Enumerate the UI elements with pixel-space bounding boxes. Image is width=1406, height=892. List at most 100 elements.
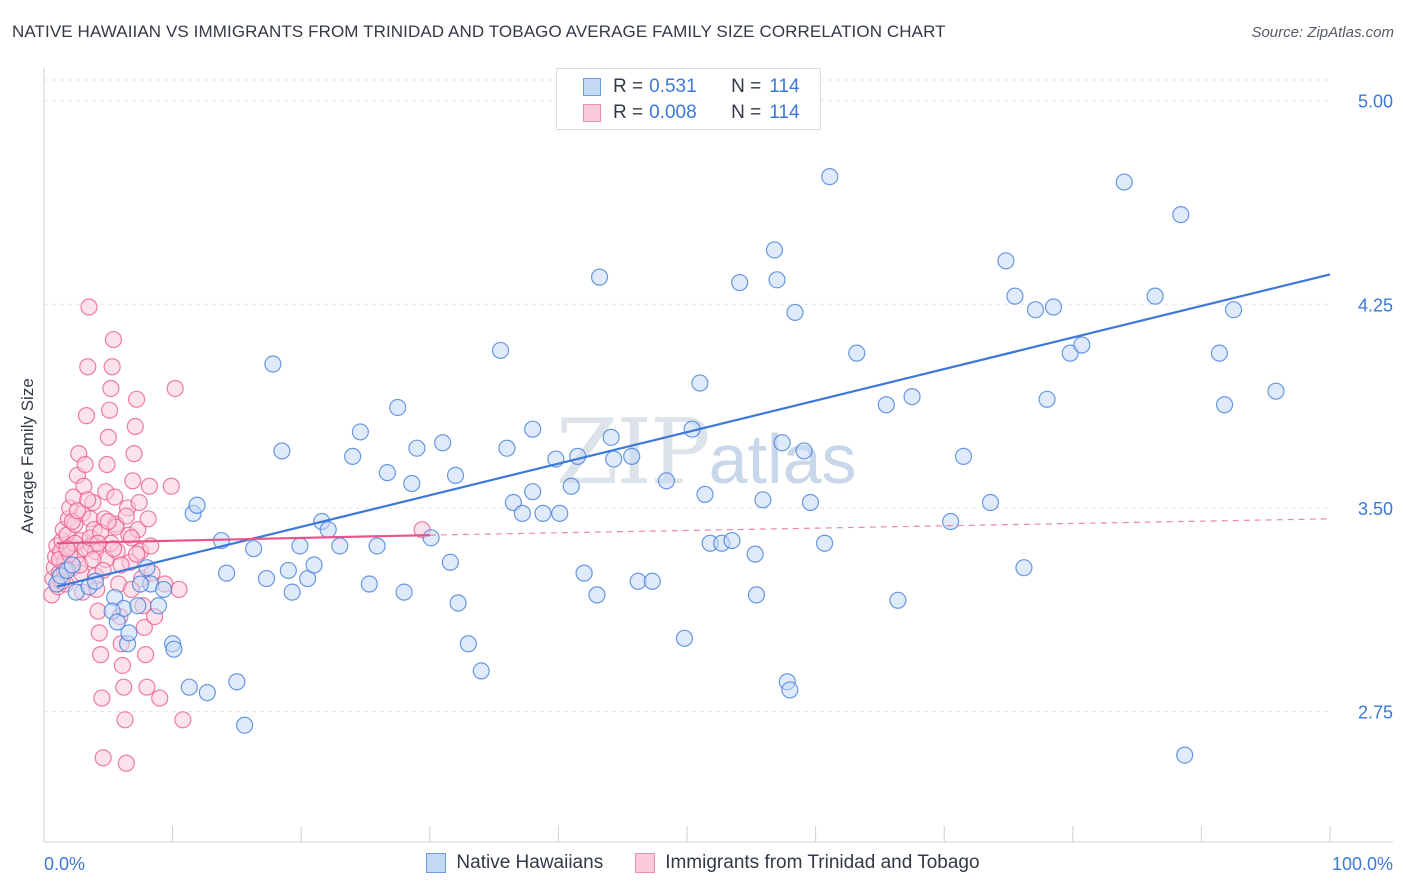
- point-native-hawaiians: [602, 428, 620, 446]
- legend-r-label: R =: [613, 76, 644, 97]
- point-native-hawaiians: [1176, 746, 1194, 764]
- point-trinidad-tobago: [68, 502, 87, 520]
- trend-line-native-hawaiians: [56, 273, 1331, 588]
- point-trinidad-tobago: [103, 358, 121, 376]
- point-trinidad-tobago: [124, 472, 142, 490]
- point-native-hawaiians: [305, 556, 323, 574]
- legend-n-label: N =: [731, 102, 762, 123]
- point-native-hawaiians: [942, 512, 960, 531]
- point-trinidad-tobago: [138, 678, 156, 696]
- point-trinidad-tobago: [115, 678, 133, 696]
- point-trinidad-tobago: [100, 401, 119, 419]
- point-native-hawaiians: [180, 678, 198, 696]
- legend-r-label: R =: [613, 102, 644, 123]
- point-native-hawaiians: [954, 447, 973, 465]
- point-native-hawaiians: [138, 559, 156, 577]
- point-trinidad-tobago: [104, 330, 123, 349]
- point-trinidad-tobago: [136, 646, 155, 664]
- point-native-hawaiians: [1146, 287, 1164, 305]
- point-native-hawaiians: [108, 613, 126, 631]
- point-native-hawaiians: [1038, 390, 1056, 408]
- point-native-hawaiians: [877, 396, 895, 414]
- point-native-hawaiians: [154, 580, 173, 599]
- trend-lines: [56, 273, 1331, 588]
- x-tick-label-max: 100.0%: [1332, 854, 1393, 874]
- series-swatch-native-hawaiians: [426, 853, 447, 873]
- point-native-hawaiians: [562, 477, 580, 495]
- point-native-hawaiians: [491, 341, 510, 360]
- legend-swatch-native-hawaiians: [583, 78, 601, 96]
- point-trinidad-tobago: [113, 656, 132, 675]
- point-native-hawaiians: [1215, 396, 1234, 414]
- axis-labels: 2.75 3.50 4.25 5.00 0.0% 100.0% Average Family…: [18, 92, 1393, 874]
- point-native-hawaiians: [524, 483, 542, 501]
- point-trinidad-tobago: [93, 689, 111, 707]
- point-trinidad-tobago: [76, 455, 94, 474]
- series-legend-native-hawaiians[interactable]: Native Hawaiians: [426, 852, 603, 874]
- point-native-hawaiians: [459, 635, 477, 653]
- point-native-hawaiians: [1006, 287, 1024, 305]
- point-native-hawaiians: [273, 442, 291, 460]
- point-native-hawaiians: [198, 684, 216, 702]
- y-axis-label: Average Family Size: [18, 378, 37, 534]
- point-native-hawaiians: [816, 534, 834, 552]
- point-trinidad-tobago: [94, 749, 112, 767]
- point-native-hawaiians: [472, 662, 490, 680]
- series-label: Immigrants from Trinidad and Tobago: [665, 852, 980, 873]
- y-tick-label: 5.00: [1358, 92, 1393, 112]
- legend-r-value: 0.008: [649, 102, 697, 123]
- point-native-hawaiians: [236, 716, 254, 734]
- point-native-hawaiians: [1210, 344, 1229, 362]
- point-native-hawaiians: [1015, 559, 1033, 577]
- point-native-hawaiians: [264, 355, 282, 373]
- y-tick-label: 3.50: [1358, 499, 1393, 519]
- point-trinidad-tobago: [139, 510, 157, 528]
- point-trinidad-tobago: [79, 491, 97, 509]
- legend-row-native-hawaiians: R = 0.531 N = 114: [583, 75, 800, 99]
- point-native-hawaiians: [524, 420, 542, 438]
- point-native-hawaiians: [1224, 301, 1243, 319]
- point-native-hawaiians: [165, 640, 183, 658]
- point-trinidad-tobago: [166, 379, 184, 398]
- point-native-hawaiians: [283, 583, 301, 601]
- point-native-hawaiians: [997, 252, 1015, 270]
- point-native-hawaiians: [675, 629, 694, 647]
- legend-n-value: 114: [769, 102, 800, 123]
- series-label: Native Hawaiians: [456, 852, 604, 873]
- point-native-hawaiians: [691, 374, 709, 392]
- point-native-hawaiians: [731, 273, 749, 292]
- point-native-hawaiians: [696, 485, 714, 503]
- point-native-hawaiians: [120, 624, 138, 642]
- point-trinidad-tobago: [117, 507, 135, 525]
- point-native-hawaiians: [513, 504, 531, 522]
- point-trinidad-tobago: [127, 390, 146, 408]
- point-trinidad-tobago: [90, 624, 108, 642]
- point-trinidad-tobago: [140, 477, 159, 495]
- point-trinidad-tobago: [84, 550, 102, 569]
- data-points: [43, 100, 1285, 772]
- point-native-hawaiians: [218, 564, 236, 582]
- point-native-hawaiians: [498, 439, 516, 457]
- point-trinidad-tobago: [126, 417, 144, 436]
- point-trinidad-tobago: [116, 711, 134, 729]
- point-trinidad-tobago: [91, 646, 110, 664]
- point-trinidad-tobago: [151, 689, 169, 707]
- point-trinidad-tobago: [99, 428, 117, 446]
- point-trinidad-tobago: [106, 488, 124, 506]
- point-native-hawaiians: [422, 529, 440, 547]
- point-trinidad-tobago: [80, 298, 98, 316]
- point-native-hawaiians: [188, 496, 206, 514]
- legend-r-value: 0.531: [649, 76, 697, 97]
- point-native-hawaiians: [746, 545, 764, 563]
- point-trinidad-tobago: [98, 455, 116, 474]
- point-native-hawaiians: [291, 537, 309, 555]
- point-native-hawaiians: [129, 597, 147, 615]
- point-native-hawaiians: [765, 241, 784, 259]
- point-native-hawaiians: [446, 466, 465, 484]
- point-trinidad-tobago: [162, 477, 180, 495]
- point-native-hawaiians: [903, 388, 921, 406]
- point-native-hawaiians: [657, 472, 676, 490]
- legend-n-value: 114: [769, 76, 800, 97]
- point-trinidad-tobago: [99, 512, 117, 531]
- series-legend-trinidad-tobago[interactable]: Immigrants from Trinidad and Tobago: [635, 852, 980, 874]
